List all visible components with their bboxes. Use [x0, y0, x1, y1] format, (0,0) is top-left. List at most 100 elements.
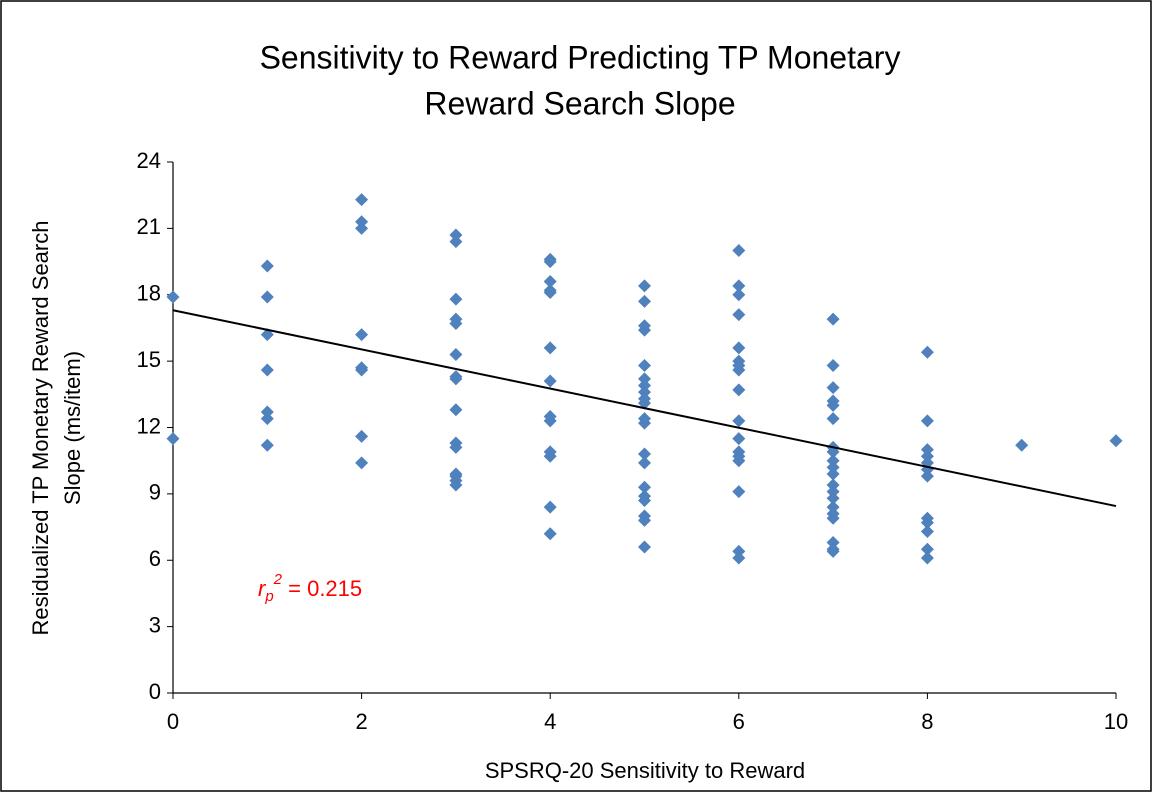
point — [543, 255, 557, 269]
point — [826, 500, 840, 514]
point — [732, 432, 746, 446]
point — [732, 308, 746, 322]
y-tick-label: 3 — [149, 612, 161, 637]
point — [638, 378, 651, 392]
point — [543, 449, 557, 463]
y-axis-label: Residualized TP Monetary Reward Search — [28, 221, 53, 636]
point — [920, 542, 934, 556]
point — [449, 372, 463, 386]
point — [732, 244, 746, 257]
point — [260, 405, 274, 419]
x-tick-label: 8 — [921, 709, 933, 734]
point — [355, 429, 369, 443]
point — [638, 279, 651, 293]
annotation-base: r — [258, 576, 267, 601]
point — [355, 363, 369, 377]
point — [355, 328, 369, 342]
point — [920, 524, 934, 538]
point — [449, 228, 463, 242]
point — [920, 551, 934, 565]
point — [826, 454, 840, 468]
x-tick-label: 6 — [733, 709, 745, 734]
point — [543, 341, 557, 355]
x-tick-label: 4 — [544, 709, 556, 734]
point — [638, 447, 651, 461]
point — [732, 363, 746, 377]
point — [826, 511, 840, 525]
annotation-text: = 0.215 — [282, 576, 362, 601]
point — [826, 544, 840, 558]
point — [543, 374, 557, 388]
point — [355, 193, 369, 207]
point — [166, 290, 180, 304]
point — [166, 432, 180, 446]
point — [355, 456, 369, 470]
point — [826, 381, 840, 395]
y-tick-label: 18 — [137, 281, 161, 306]
chart-title: Sensitivity to Reward Predicting TP Mone… — [260, 39, 901, 75]
point — [638, 540, 651, 554]
y-tick-label: 12 — [137, 413, 161, 438]
point — [826, 491, 840, 505]
point — [1109, 434, 1123, 448]
point — [638, 396, 651, 410]
point — [543, 527, 557, 541]
x-tick-label: 2 — [355, 709, 367, 734]
point — [826, 460, 840, 474]
x-tick-label: 10 — [1104, 709, 1128, 734]
point — [920, 516, 934, 530]
point — [449, 347, 463, 361]
point — [1015, 438, 1029, 452]
point — [260, 259, 274, 273]
point — [732, 288, 746, 302]
annotation-sup: 2 — [273, 571, 283, 588]
point — [920, 345, 934, 359]
point — [638, 372, 651, 386]
point — [826, 536, 840, 550]
point — [638, 494, 651, 508]
point — [449, 235, 463, 249]
point — [826, 398, 840, 412]
point — [732, 544, 746, 558]
point — [826, 478, 840, 492]
point — [355, 215, 369, 229]
point — [732, 383, 746, 397]
point — [732, 485, 746, 499]
point — [543, 414, 557, 428]
point — [449, 440, 463, 454]
x-tick-label: 0 — [167, 709, 179, 734]
point — [826, 412, 840, 426]
point — [260, 290, 274, 304]
point — [638, 294, 651, 308]
annotation: rp2 = 0.215 — [258, 571, 362, 605]
point — [638, 385, 651, 399]
point — [638, 416, 651, 430]
point — [920, 469, 934, 483]
chart-title: Reward Search Slope — [424, 85, 735, 121]
point — [638, 323, 651, 337]
annotation-sub: p — [264, 588, 273, 605]
y-tick-label: 24 — [137, 148, 161, 173]
point — [543, 286, 557, 300]
y-axis-label: Slope (ms/item) — [60, 351, 85, 505]
point — [920, 414, 934, 428]
point — [355, 221, 369, 235]
point — [826, 467, 840, 481]
point — [732, 341, 746, 355]
y-tick-label: 0 — [149, 679, 161, 704]
point — [826, 312, 840, 326]
point — [826, 359, 840, 373]
point — [449, 317, 463, 331]
y-tick-label: 9 — [149, 480, 161, 505]
y-tick-label: 21 — [137, 214, 161, 239]
point — [732, 551, 746, 565]
point — [638, 359, 651, 373]
x-axis-label: SPSRQ-20 Sensitivity to Reward — [485, 758, 805, 783]
point — [449, 292, 463, 306]
point — [449, 403, 463, 417]
point — [826, 485, 840, 499]
point — [543, 274, 557, 288]
point — [543, 500, 557, 514]
